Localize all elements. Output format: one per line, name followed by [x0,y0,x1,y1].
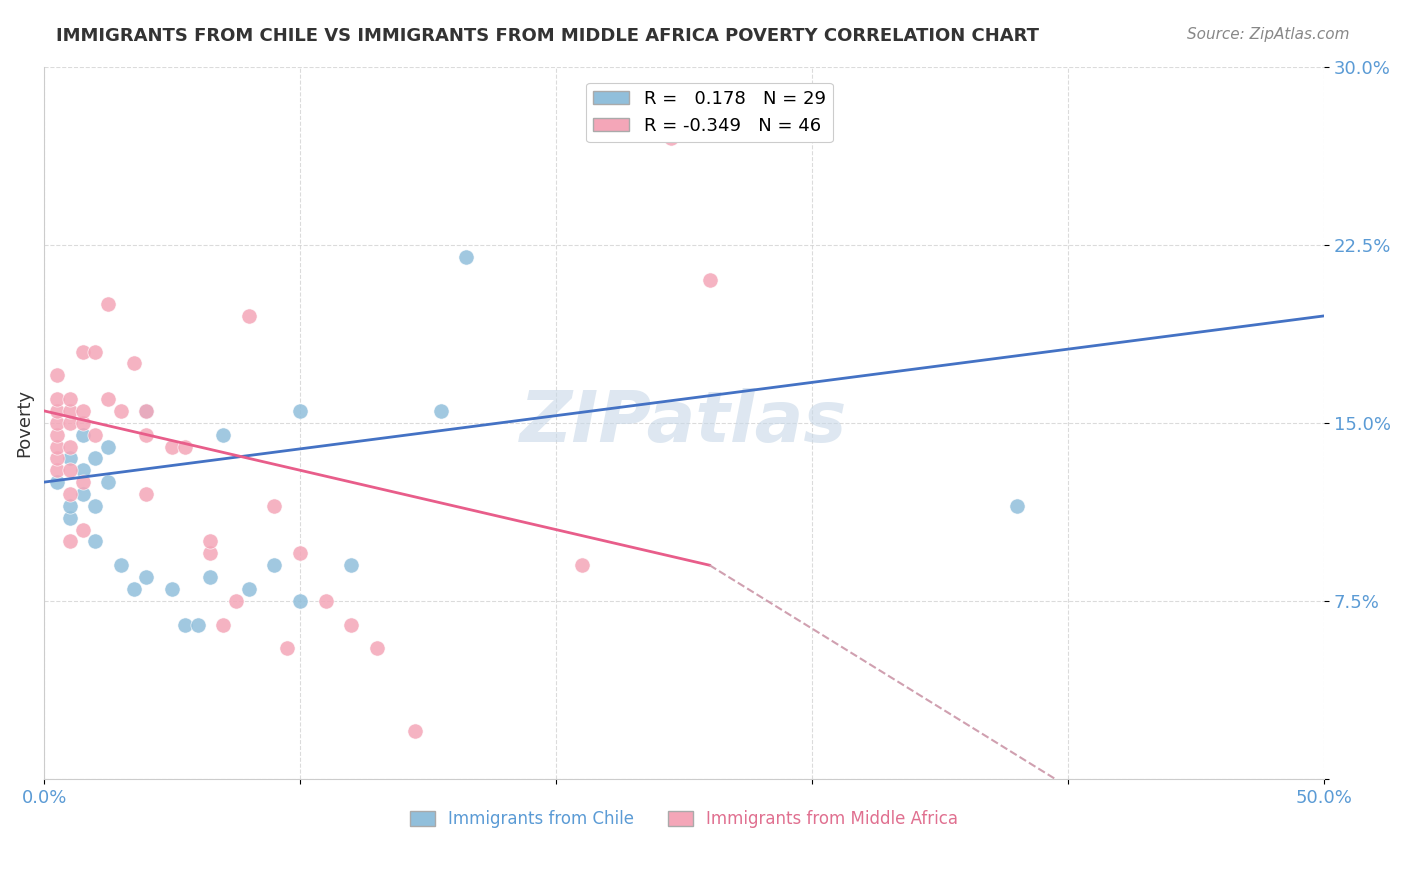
Point [59,510,82,524]
Point [72,487,94,501]
Point [173,617,195,632]
Point [225,594,247,608]
Point [430,404,453,418]
Point [173,440,195,454]
Point [110,404,132,418]
Point [122,356,145,370]
Point [1005,499,1028,513]
Point [97,475,120,489]
Point [97,392,120,406]
Point [200,534,222,549]
Text: IMMIGRANTS FROM CHILE VS IMMIGRANTS FROM MIDDLE AFRICA POVERTY CORRELATION CHART: IMMIGRANTS FROM CHILE VS IMMIGRANTS FROM… [56,27,1039,45]
Point [263,558,285,573]
Point [72,427,94,442]
Point [45,440,67,454]
Point [84,499,107,513]
Point [84,451,107,466]
Point [212,427,235,442]
Point [110,558,132,573]
Point [276,641,298,656]
Text: ZIPatlas: ZIPatlas [520,388,848,458]
Point [45,392,67,406]
Point [571,558,593,573]
Point [59,416,82,430]
Point [72,523,94,537]
Point [59,463,82,477]
Point [59,392,82,406]
Point [135,404,157,418]
Point [160,440,183,454]
Point [45,451,67,466]
Point [84,427,107,442]
Point [45,475,67,489]
Point [122,582,145,596]
Point [135,487,157,501]
Point [59,534,82,549]
Point [263,499,285,513]
Point [187,617,209,632]
Point [135,570,157,584]
Point [72,344,94,359]
Point [59,499,82,513]
Point [135,404,157,418]
Point [45,404,67,418]
Point [456,250,478,264]
Point [45,463,67,477]
Legend: Immigrants from Chile, Immigrants from Middle Africa: Immigrants from Chile, Immigrants from M… [404,804,965,835]
Point [288,546,311,560]
Point [135,427,157,442]
Point [699,273,721,287]
Point [59,404,82,418]
Point [72,475,94,489]
Point [212,617,235,632]
Point [160,582,183,596]
Point [288,594,311,608]
Text: Source: ZipAtlas.com: Source: ZipAtlas.com [1187,27,1350,42]
Point [59,440,82,454]
Point [200,546,222,560]
Point [84,344,107,359]
Point [238,309,260,323]
Point [45,416,67,430]
Point [45,368,67,383]
Point [404,724,426,739]
Point [59,487,82,501]
Point [340,617,363,632]
Point [97,440,120,454]
Point [59,451,82,466]
Point [45,427,67,442]
Point [366,641,388,656]
Point [340,558,363,573]
Point [238,582,260,596]
Point [315,594,337,608]
Point [288,404,311,418]
Point [72,416,94,430]
Point [72,404,94,418]
Point [659,131,682,145]
Y-axis label: Poverty: Poverty [15,389,32,457]
Point [97,297,120,311]
Point [200,570,222,584]
Point [72,463,94,477]
Point [84,534,107,549]
